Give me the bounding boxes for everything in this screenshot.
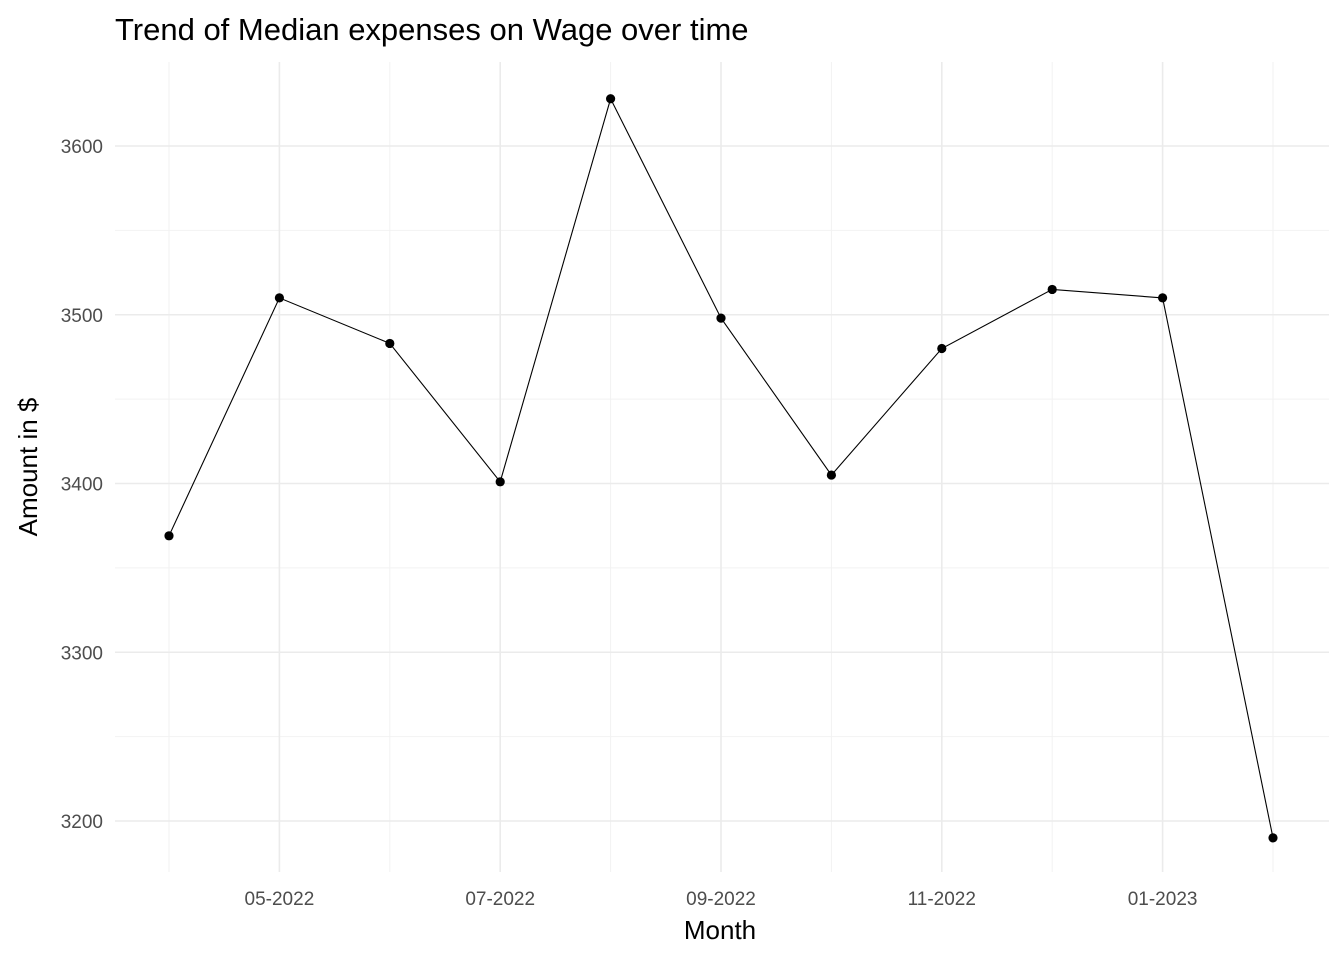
x-tick-label: 09-2022 <box>686 889 756 910</box>
chart-title: Trend of Median expenses on Wage over ti… <box>115 12 749 47</box>
data-point <box>826 470 837 480</box>
data-point <box>716 313 726 323</box>
y-axis-tick-labels: 3200 3300 3400 3500 3600 <box>61 137 103 833</box>
x-tick-label: 11-2022 <box>908 889 976 910</box>
x-axis-tick-labels: 05-2022 07-2022 09-2022 11-2022 01-2023 <box>245 889 1198 910</box>
y-tick-label: 3300 <box>61 643 103 664</box>
data-point <box>1268 833 1278 843</box>
data-point <box>164 531 174 541</box>
minor-gridlines <box>115 62 1329 872</box>
y-axis-title: Amount in $ <box>13 397 43 536</box>
x-tick-label: 01-2023 <box>1128 889 1198 910</box>
data-point <box>495 477 505 487</box>
data-points <box>164 94 1278 843</box>
y-tick-label: 3200 <box>61 812 103 833</box>
data-point <box>1047 284 1057 295</box>
x-tick-label: 05-2022 <box>245 889 315 910</box>
y-tick-label: 3500 <box>61 306 103 327</box>
y-tick-label: 3400 <box>61 475 103 496</box>
x-axis-title: Month <box>684 915 756 945</box>
data-point <box>606 94 616 104</box>
data-point <box>937 343 947 354</box>
x-tick-label: 07-2022 <box>465 889 535 910</box>
data-point <box>385 338 395 349</box>
data-point <box>274 293 284 303</box>
major-gridlines <box>115 62 1329 872</box>
data-point <box>1158 293 1168 303</box>
y-tick-label: 3600 <box>61 137 103 158</box>
